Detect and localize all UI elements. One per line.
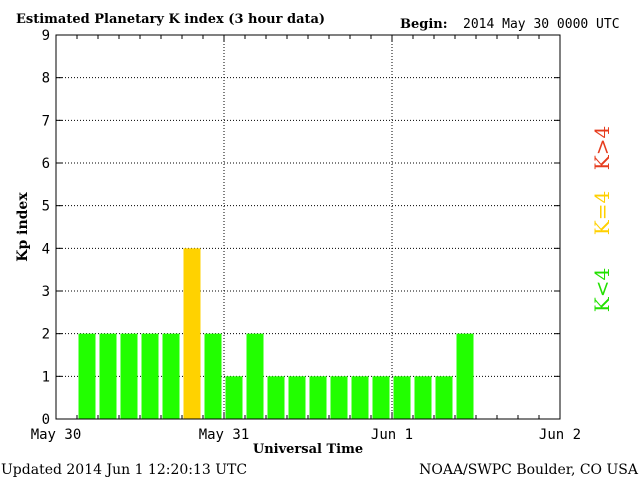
bar [246,333,264,419]
y-tick-label: 7 [42,113,50,129]
x-tick-label: Jun 1 [371,427,413,443]
y-tick-label: 8 [42,71,50,87]
bar [141,333,159,419]
bar [99,333,117,419]
bar [372,376,390,419]
x-axis-ticks: May 30 May 31 Jun 1 Jun 2 [31,35,581,443]
bar [309,376,327,419]
chart-title: Estimated Planetary K index (3 hour data… [16,12,325,27]
bar [288,376,306,419]
bar [351,376,369,419]
x-tick-label: Jun 2 [539,427,581,443]
legend-label: K=4 [590,191,614,235]
bar [393,376,411,419]
bar [435,376,453,419]
bar [120,333,138,419]
begin-value: 2014 May 30 0000 UTC [463,17,620,32]
y-axis-ticks: 0 1 2 3 4 5 6 7 8 9 [42,28,560,428]
bar [330,376,348,419]
grid [56,35,560,419]
legend-label: K>4 [590,126,614,170]
y-tick-label: 4 [42,241,50,257]
y-tick-label: 2 [42,327,50,343]
updated-timestamp: Updated 2014 Jun 1 12:20:13 UTC [1,462,247,478]
bar [162,333,180,419]
y-tick-label: 3 [42,284,50,300]
y-tick-label: 6 [42,156,50,172]
bar [204,333,222,419]
bar [225,376,243,419]
bar [78,333,96,419]
legend-label: K<4 [590,268,614,312]
x-axis-label: Universal Time [253,442,363,457]
bars [78,248,474,419]
y-tick-label: 0 [42,412,50,428]
y-axis-label: Kp index [15,192,31,262]
y-tick-label: 5 [42,199,50,215]
bar [456,333,474,419]
source-credit: NOAA/SWPC Boulder, CO USA [419,462,639,478]
bar [267,376,285,419]
begin-label: Begin: [400,17,448,32]
x-tick-label: May 30 [31,427,82,443]
y-tick-label: 1 [42,369,50,385]
bar [414,376,432,419]
bar [183,248,201,419]
y-tick-label: 9 [42,28,50,44]
x-tick-label: May 31 [199,427,250,443]
legend: K<4 K=4 K>4 [590,126,614,312]
